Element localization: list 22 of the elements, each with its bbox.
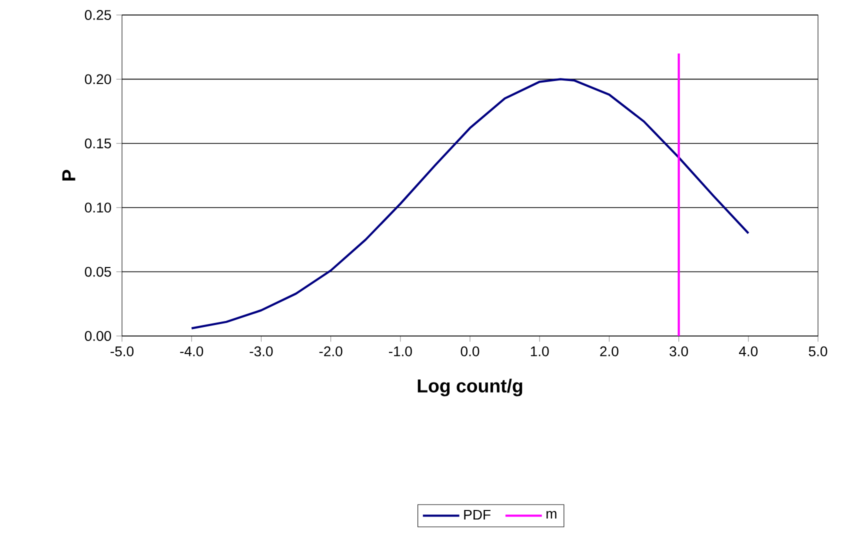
legend-label: m	[546, 510, 556, 519]
y-tick-label: 0.10	[84, 202, 112, 213]
x-tick-label: 2.0	[600, 346, 618, 356]
line-series	[190, 78, 750, 330]
legend-label: PDF	[464, 510, 490, 520]
x-tick-label: 3.0	[670, 346, 688, 356]
y-tick-label: 0.05	[84, 266, 112, 277]
y-tick-label: 0.00	[84, 331, 112, 341]
x-tick-label: -2.0	[319, 346, 342, 356]
x-tick-label: 5.0	[808, 346, 828, 356]
x-tick-label: 1.0	[530, 346, 549, 356]
y-axis-title: P	[62, 170, 76, 180]
x-tick-label: -4.0	[180, 346, 204, 356]
y-tick-label: 0.20	[84, 74, 112, 84]
x-tick-label: -3.0	[250, 346, 273, 356]
x-tick-label: -1.0	[388, 346, 412, 356]
y-tick-label: 0.25	[84, 10, 112, 20]
x-axis-title: Log count/g	[418, 378, 522, 396]
y-tick-label: 0.15	[84, 138, 112, 148]
x-tick-label: -5.0	[110, 346, 134, 356]
x-tick-label: 4.0	[738, 346, 758, 356]
x-tick-label: 0.0	[460, 346, 480, 356]
